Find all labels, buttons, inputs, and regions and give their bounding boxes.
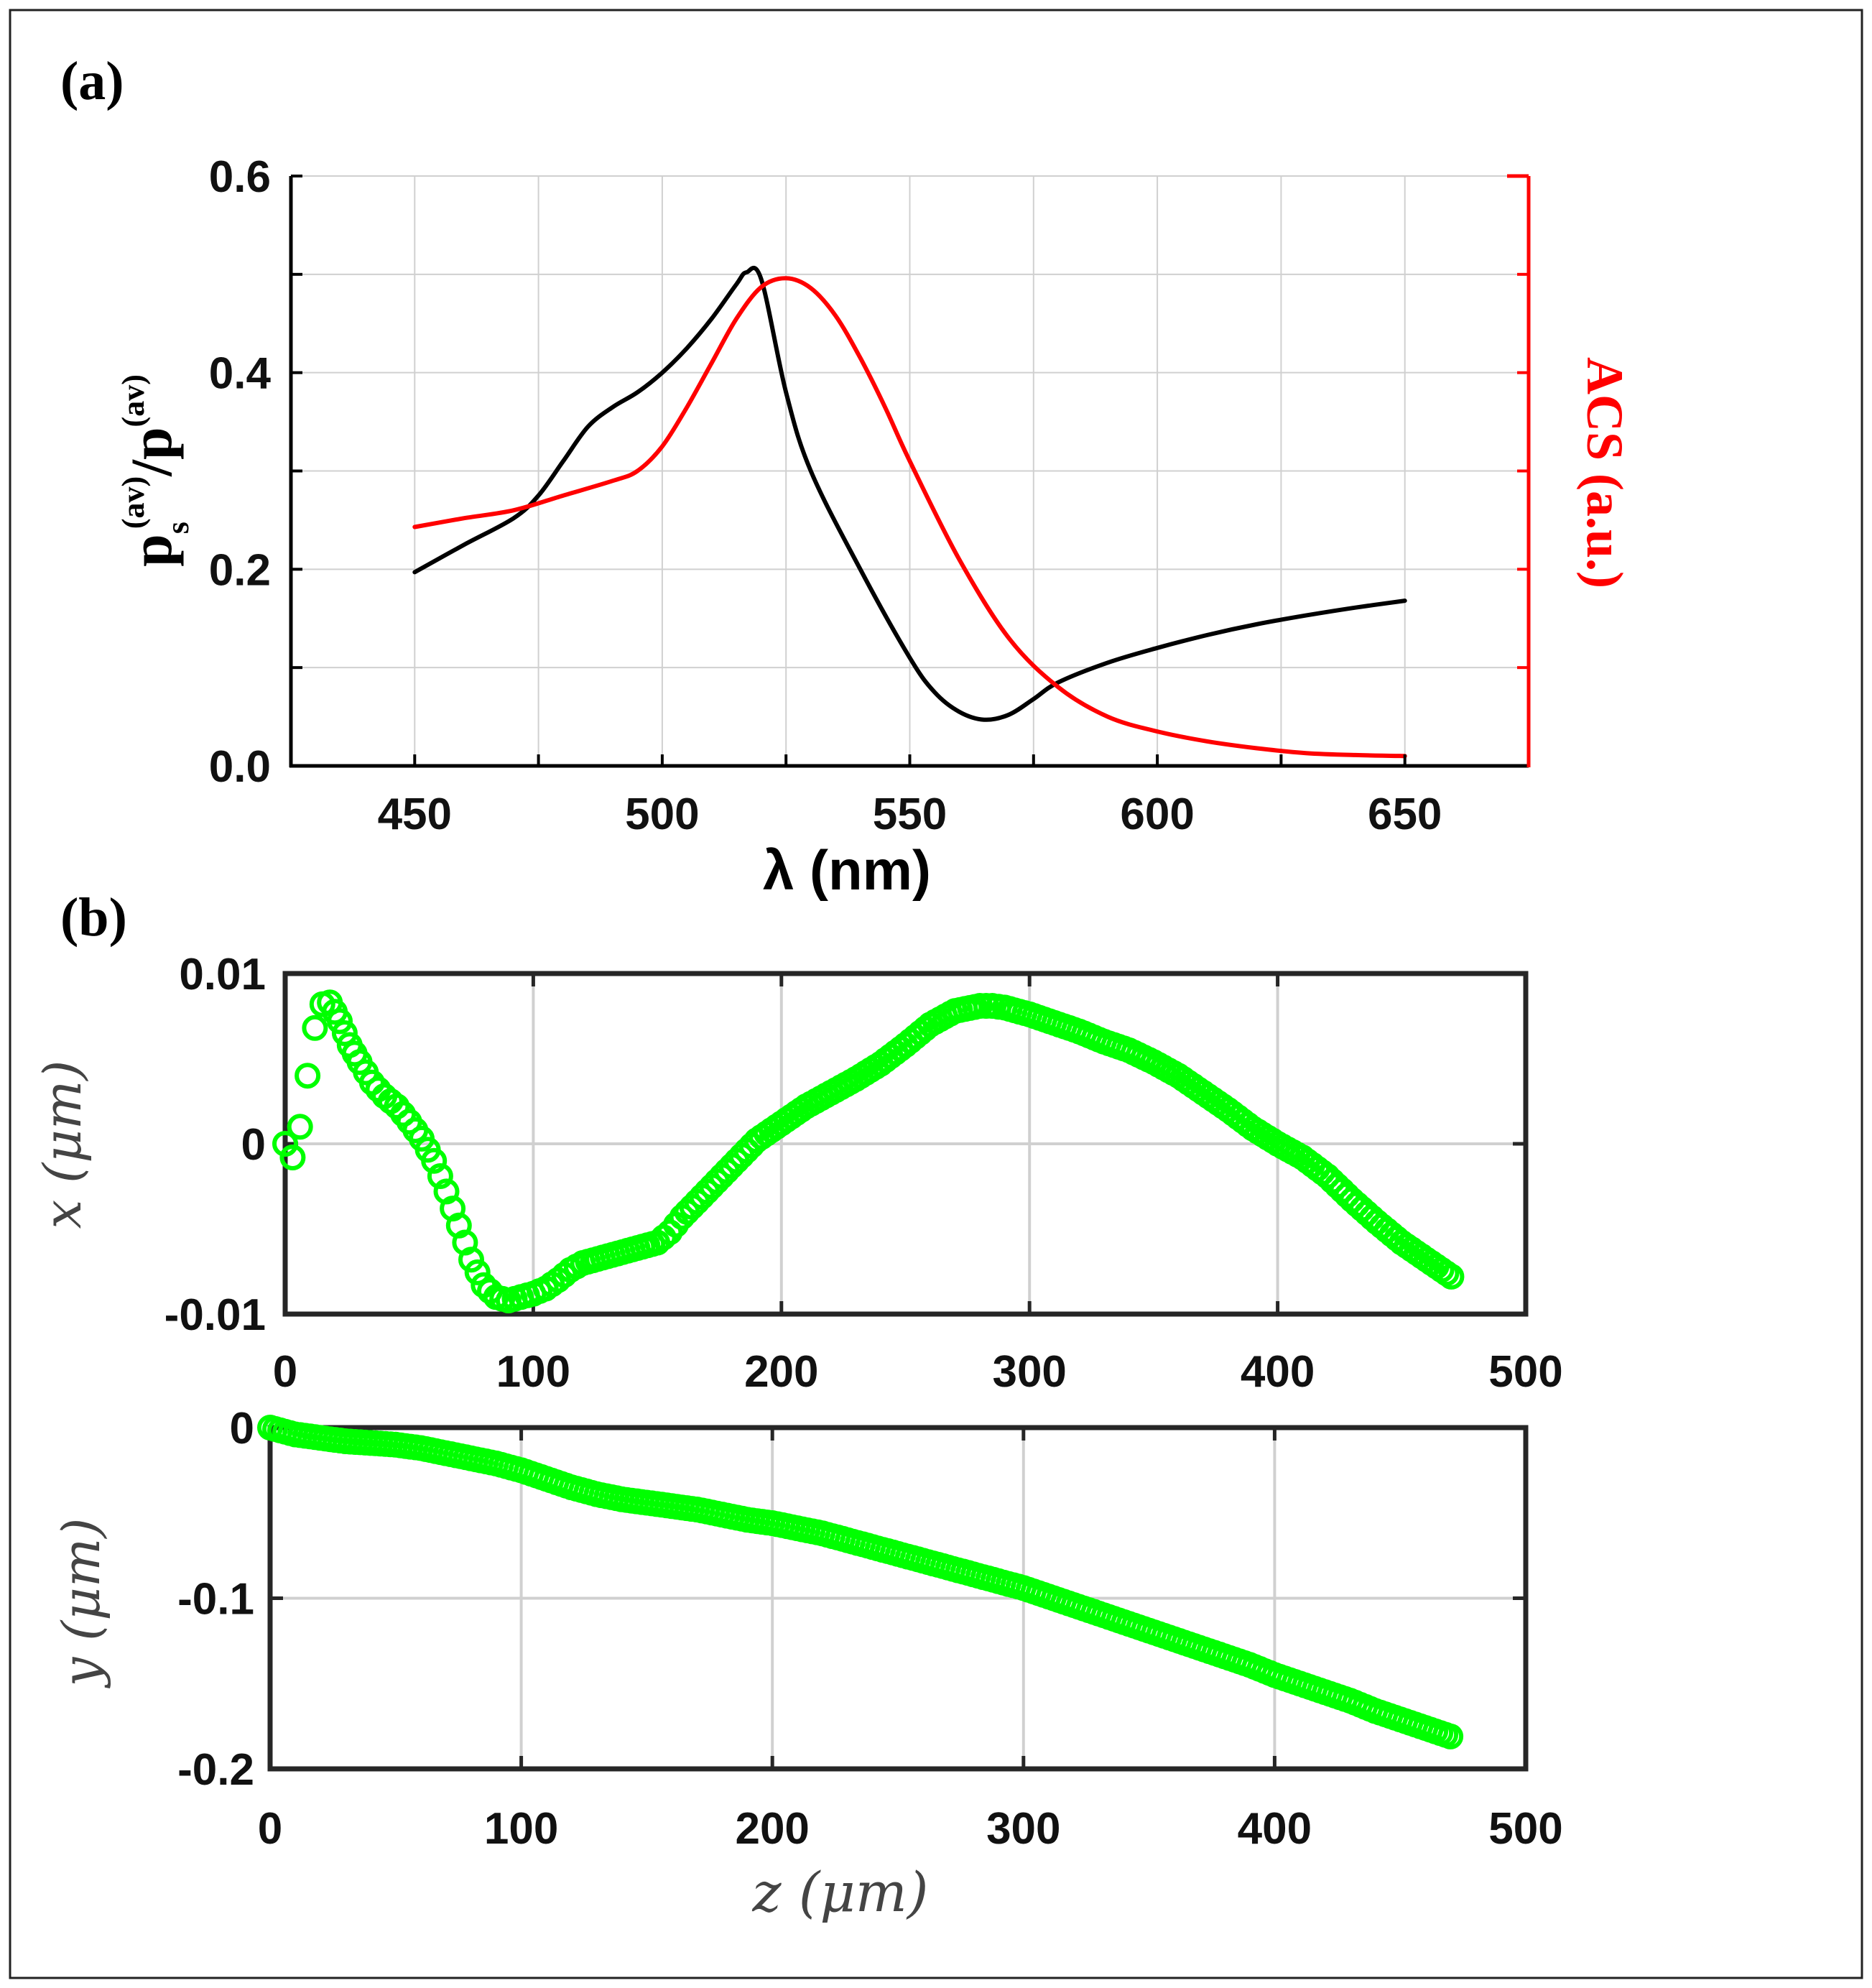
y-tick-label: 0 (241, 1120, 266, 1170)
x-tick-label: 200 (735, 1804, 809, 1854)
x-tick-label: 500 (625, 790, 699, 839)
chart-b-top-points (272, 989, 1465, 1313)
x-tick-label: 200 (744, 1347, 818, 1397)
chart-b-bottom-tick-labels: 0 100 200 300 400 500 -0.2 -0.1 0 (177, 1404, 1563, 1854)
ps-ratio-curve (412, 266, 1407, 722)
y-tick-label: 0.2 (209, 545, 271, 595)
panel-label-b: (b) (60, 887, 127, 948)
chart-b-bottom-ylabel-text: y (μm) (51, 1518, 111, 1689)
y-tick-label: -0.01 (165, 1290, 266, 1340)
y-tick-label: 0.01 (179, 950, 266, 999)
chart-b-bottom-ylabel: y (μm) (51, 1518, 111, 1689)
ylabel-sub: s (160, 522, 195, 534)
x-tick-label: 300 (986, 1804, 1060, 1854)
x-tick-label: 300 (992, 1347, 1066, 1397)
chart-b-top-ylabel-text: x (μm) (32, 1060, 93, 1229)
ylabel-mid: /p (119, 427, 184, 476)
data-point (272, 1131, 298, 1157)
x-tick-label: 500 (1488, 1804, 1562, 1854)
svg-text:ps(av)/p(av): ps (av)/p(av) (116, 374, 195, 567)
x-tick-label: 650 (1368, 790, 1442, 839)
data-point (327, 1008, 353, 1035)
chart-a-ylabel-right: ACS (a.u.) (1576, 357, 1634, 588)
data-point (427, 1163, 453, 1189)
data-point (287, 1114, 313, 1140)
data-point (1437, 1723, 1464, 1749)
y-tick-label: 0 (230, 1404, 254, 1453)
panel-label-a: (a) (60, 51, 124, 111)
chart-b-bottom-axes (267, 1425, 1529, 1772)
chart-b-top-ylabel: x (μm) (32, 1060, 93, 1229)
chart-a-axes (289, 174, 1531, 768)
x-tick-label: 600 (1120, 790, 1194, 839)
data-point (1438, 1263, 1465, 1290)
y-tick-label: -0.1 (177, 1575, 254, 1624)
data-point (302, 1014, 328, 1041)
chart-b-top-grid (285, 974, 1526, 1314)
x-tick-label: 0 (273, 1347, 297, 1397)
chart-b-bottom-grid (270, 1428, 1526, 1769)
chart-b-top-axes (282, 971, 1529, 1317)
acs-curve (412, 276, 1407, 759)
ylabel-right-text: ACS (a.u.) (1576, 357, 1634, 588)
chart-a-grid (291, 175, 1529, 766)
data-point (331, 1020, 358, 1046)
x-tick-label: 100 (496, 1347, 570, 1397)
ylabel-base: p (119, 534, 184, 567)
ylabel-sup1: (av) (116, 476, 151, 529)
x-tick-label: 400 (1238, 1804, 1312, 1854)
figure-border (9, 9, 1863, 1979)
data-point (295, 1063, 321, 1089)
data-point (279, 1145, 306, 1170)
x-tick-label: 0 (258, 1804, 282, 1854)
y-tick-label: 0.0 (209, 742, 271, 792)
chart-a-tick-labels: 450 500 550 600 650 0.0 0.2 0.4 0.6 (209, 152, 1442, 839)
chart-b-bottom-points (257, 1415, 1464, 1749)
chart-a-ylabel-left: ps (av)/p(av) (116, 374, 195, 567)
y-tick-label: -0.2 (177, 1745, 254, 1795)
data-point (421, 1147, 448, 1174)
ylabel-sup2: (av) (116, 374, 151, 427)
x-tick-label: 400 (1241, 1347, 1315, 1397)
chart-a-curves (412, 266, 1407, 759)
x-tick-label: 500 (1488, 1347, 1562, 1397)
x-tick-label: 100 (484, 1804, 558, 1854)
y-tick-label: 0.6 (209, 152, 271, 202)
data-point (464, 1259, 491, 1285)
y-tick-label: 0.4 (209, 349, 272, 399)
x-tick-label: 450 (378, 790, 452, 839)
chart-b-bottom-xlabel: z (μm) (752, 1860, 929, 1924)
x-tick-label: 550 (873, 790, 947, 839)
chart-a-xlabel: λ (nm) (763, 838, 931, 902)
data-point (458, 1247, 484, 1273)
